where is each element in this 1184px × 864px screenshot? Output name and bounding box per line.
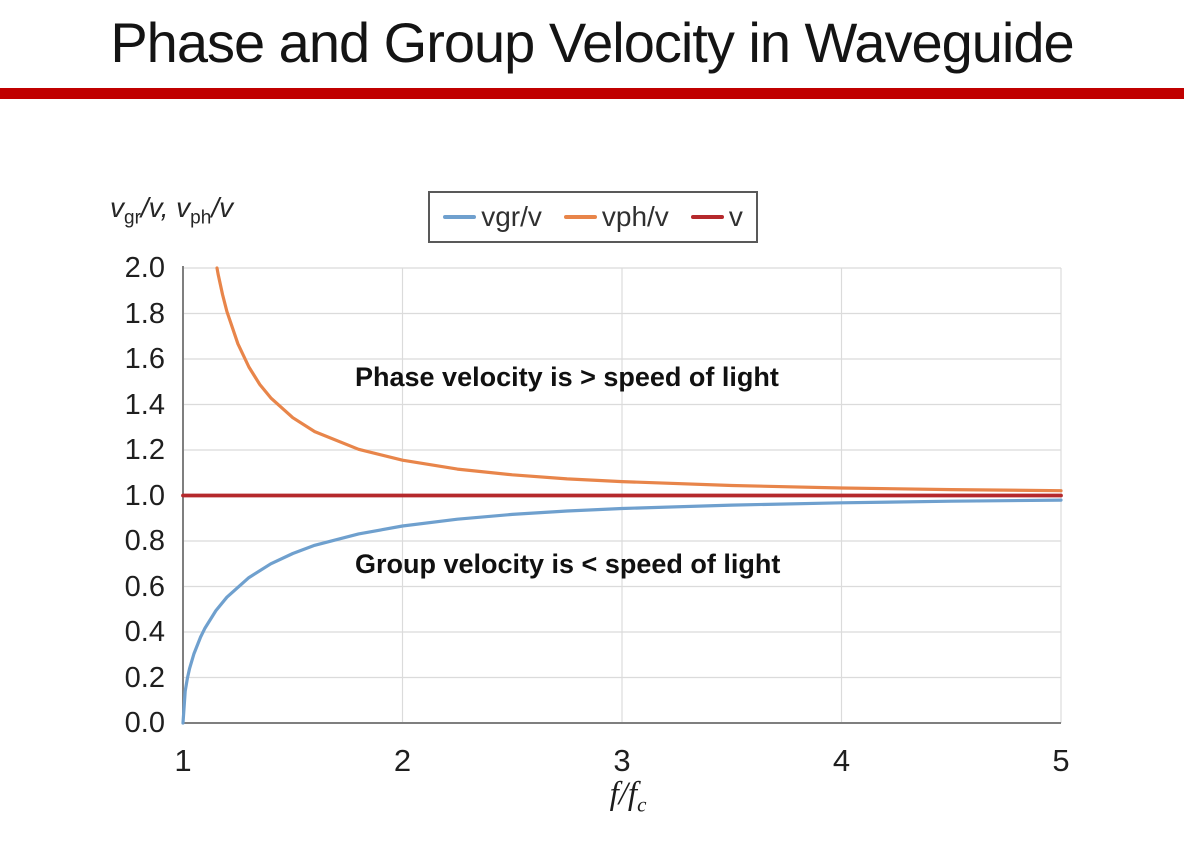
legend-item-vgrv: vgr/v xyxy=(443,201,542,233)
y-axis-title-sub: ph xyxy=(190,207,212,229)
y-axis-tick-labels: 0.0 0.2 0.4 0.6 0.8 1.0 1.2 1.4 1.6 1.8 2.0 xyxy=(93,0,165,864)
legend-label: v xyxy=(728,201,743,232)
y-tick-label-0.6: 0.6 xyxy=(124,570,165,603)
y-tick-label-2.0: 2.0 xyxy=(124,252,165,284)
y-axis-title-part: /v, xyxy=(140,192,177,223)
y-tick-label-1.2: 1.2 xyxy=(124,434,165,466)
x-tick-label-3: 3 xyxy=(613,743,631,778)
y-axis-title-part: /v xyxy=(211,192,234,223)
x-axis-title-part: f/f xyxy=(609,776,638,812)
chart-legend: vgr/v vph/v v xyxy=(428,191,758,243)
legend-item-vphv: vph/v xyxy=(563,201,669,233)
y-tick-label-1.6: 1.6 xyxy=(124,343,165,375)
y-tick-label-0.0: 0.0 xyxy=(124,707,165,739)
series-line-vphv xyxy=(215,266,1063,493)
x-axis-tick-labels: 1 2 3 4 5 xyxy=(0,744,1184,780)
x-axis-title-sub: c xyxy=(637,792,647,817)
annotation-phase-velocity: Phase velocity is > speed of light xyxy=(355,362,779,392)
x-tick-label-2: 2 xyxy=(393,743,412,778)
x-tick-label-5: 5 xyxy=(1052,743,1070,778)
legend-line-swatch xyxy=(690,215,724,219)
page-title: Phase and Group Velocity in Waveguide xyxy=(110,11,1074,74)
legend-line-swatch xyxy=(563,215,597,219)
y-tick-label-0.2: 0.2 xyxy=(124,661,165,694)
y-axis-title-part: v xyxy=(110,192,124,223)
title-accent-bar xyxy=(0,88,1184,99)
x-tick-label-1: 1 xyxy=(174,743,192,778)
y-tick-label-1.4: 1.4 xyxy=(124,388,165,421)
x-tick-label-4: 4 xyxy=(832,743,851,778)
y-tick-label-0.8: 0.8 xyxy=(124,525,165,557)
legend-line-swatch xyxy=(443,215,477,219)
y-tick-label-0.4: 0.4 xyxy=(124,616,165,648)
y-axis-title: vgr/v, vph/v xyxy=(110,192,233,230)
y-tick-label-1.8: 1.8 xyxy=(124,297,165,330)
x-axis-title: f/fc xyxy=(548,776,708,818)
series-line-vgrv xyxy=(181,498,1063,725)
legend-label: vgr/v xyxy=(481,201,542,232)
y-tick-label-1.0: 1.0 xyxy=(124,479,165,512)
y-axis-title-part: v xyxy=(176,192,191,223)
y-axis-title-sub: gr xyxy=(124,207,141,229)
annotation-group-velocity: Group velocity is < speed of light xyxy=(355,549,781,579)
legend-item-v: v xyxy=(690,201,743,233)
legend-label: vph/v xyxy=(601,201,669,232)
